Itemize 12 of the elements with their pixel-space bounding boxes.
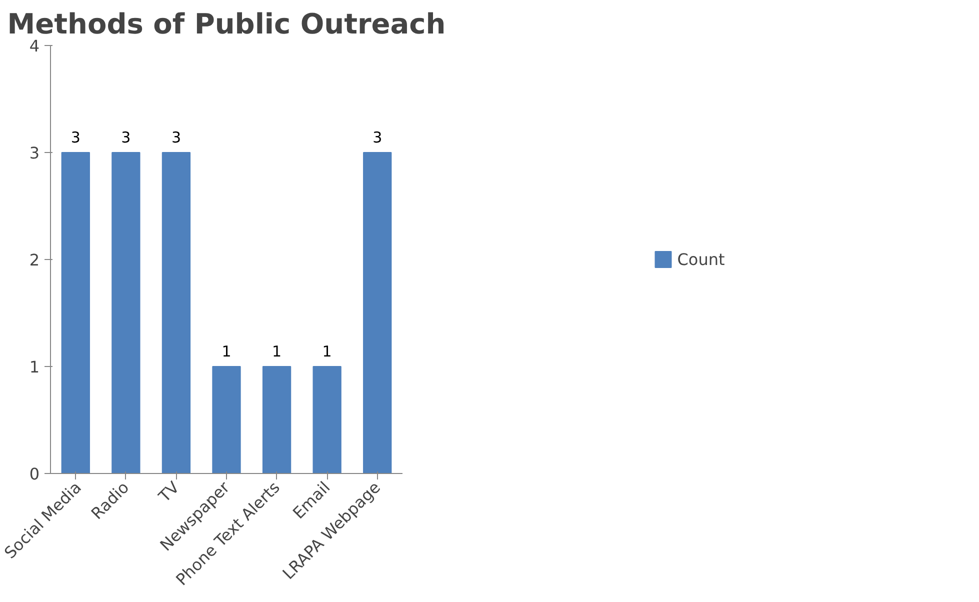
y-tick-label: 1 <box>29 358 40 376</box>
y-tick-label: 0 <box>29 464 40 484</box>
legend-label: Count <box>677 250 725 268</box>
data-label: 1 <box>222 342 232 360</box>
y-tick-label: 3 <box>29 144 40 162</box>
data-label: 3 <box>121 128 131 146</box>
data-label: 3 <box>171 128 181 146</box>
data-label: 3 <box>70 128 80 146</box>
data-label: 3 <box>372 128 382 146</box>
y-tick-label: 2 <box>29 250 40 270</box>
data-label: 1 <box>272 342 282 360</box>
data-label: 1 <box>322 342 332 360</box>
